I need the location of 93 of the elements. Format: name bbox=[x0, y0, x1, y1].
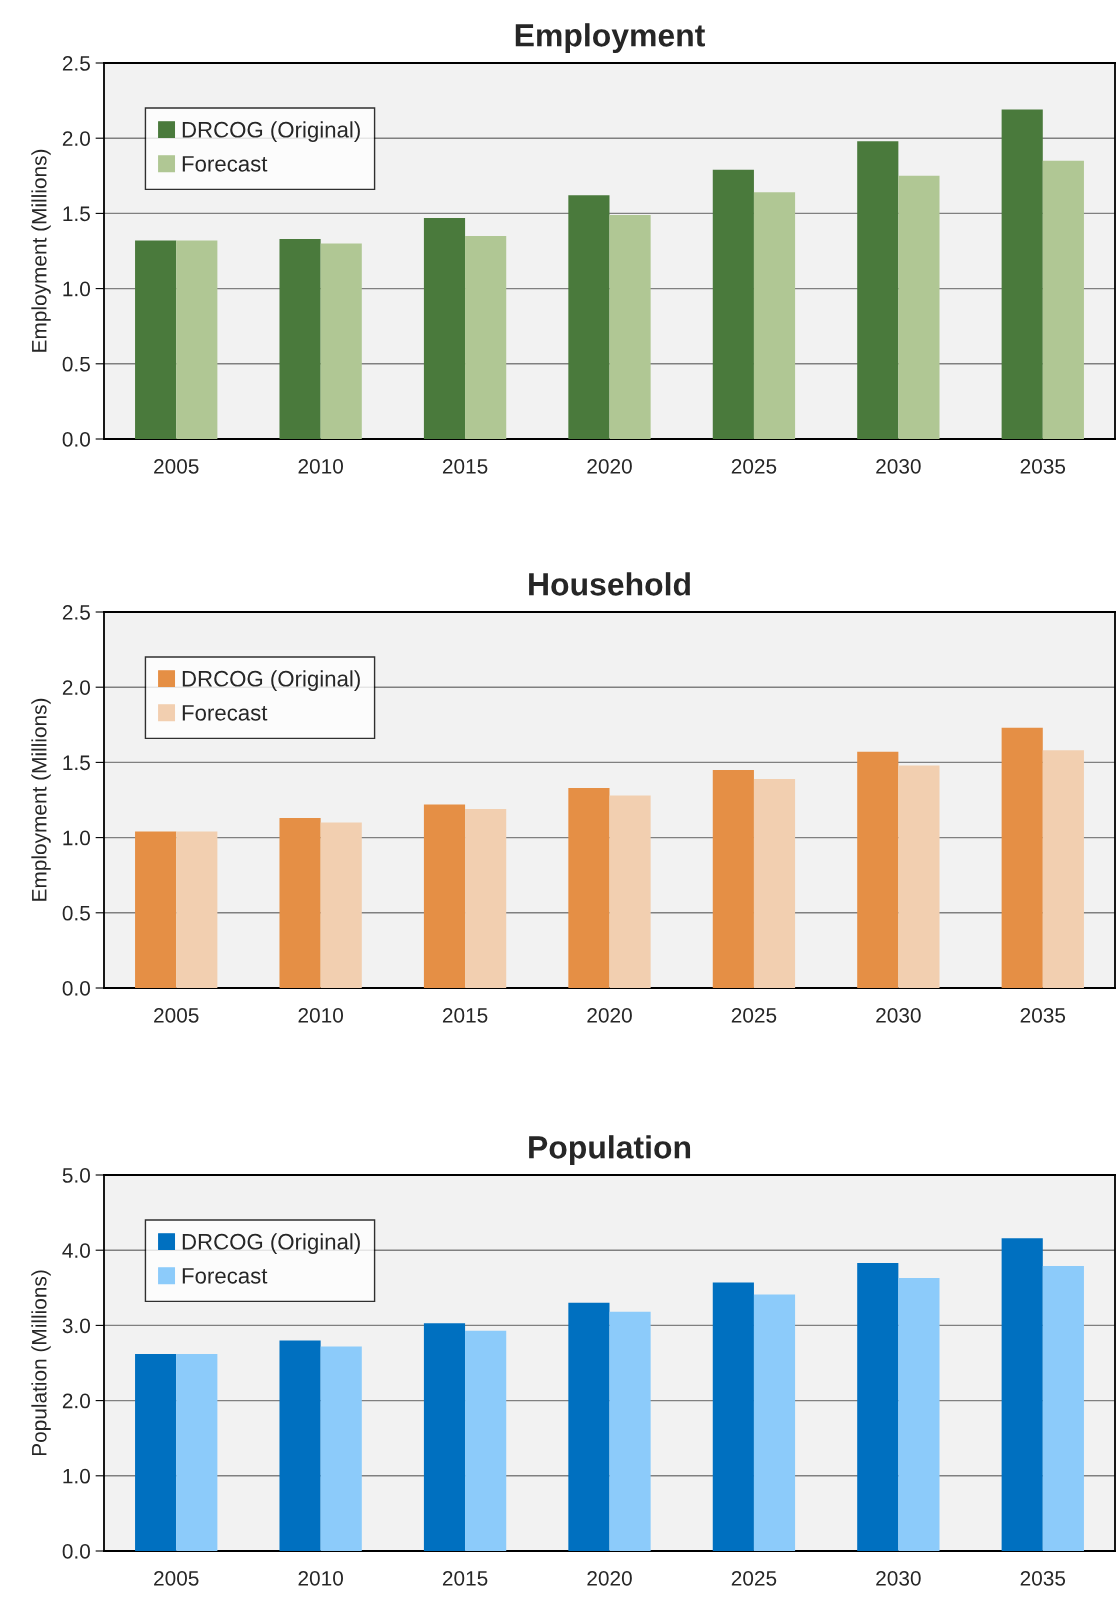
bar bbox=[176, 1353, 218, 1551]
bar bbox=[857, 141, 899, 439]
chart-title: Household bbox=[529, 572, 690, 596]
y-tick-label: 0.5 bbox=[62, 905, 90, 921]
x-tick-label: 2005 bbox=[154, 458, 199, 474]
x-tick-label: 2005 bbox=[154, 1007, 199, 1023]
bar bbox=[423, 1323, 466, 1551]
bar bbox=[1042, 1265, 1084, 1551]
bar bbox=[712, 169, 754, 439]
bar bbox=[1001, 727, 1043, 988]
y-tick-label: 1.5 bbox=[63, 755, 90, 771]
bar bbox=[609, 214, 651, 439]
bar bbox=[712, 1282, 754, 1551]
bar bbox=[135, 831, 177, 988]
chart-title: Population bbox=[529, 1135, 691, 1165]
x-tick-label: 2030 bbox=[876, 458, 921, 474]
bar bbox=[898, 175, 940, 439]
x-tick-label: 2015 bbox=[442, 1007, 488, 1023]
bar bbox=[320, 243, 362, 439]
bar bbox=[1001, 1238, 1043, 1551]
x-tick-label: 2025 bbox=[731, 1007, 777, 1023]
legend-label: Forecast bbox=[182, 1268, 268, 1284]
y-tick-label: 2.0 bbox=[62, 131, 90, 146]
bar bbox=[609, 1311, 651, 1551]
y-tick-label: 1.5 bbox=[63, 206, 90, 222]
bar bbox=[568, 787, 610, 988]
bar bbox=[712, 769, 754, 988]
x-tick-label: 2020 bbox=[587, 1007, 632, 1023]
bar bbox=[1042, 160, 1084, 439]
bar bbox=[176, 240, 218, 439]
bar bbox=[465, 235, 507, 439]
bar bbox=[857, 751, 899, 988]
x-tick-label: 2020 bbox=[587, 458, 632, 474]
bar bbox=[898, 765, 940, 988]
y-tick-label: 0.5 bbox=[62, 356, 90, 372]
x-tick-label: 2015 bbox=[442, 458, 488, 474]
y-tick-label: 5.0 bbox=[62, 1168, 90, 1183]
x-tick-label: 2025 bbox=[731, 458, 777, 474]
x-tick-label: 2015 bbox=[442, 1570, 488, 1586]
chart-title: Employment bbox=[515, 23, 705, 53]
x-tick-label: 2030 bbox=[876, 1007, 921, 1023]
y-tick-label: 2.5 bbox=[62, 605, 90, 620]
y-tick-label: 0.0 bbox=[62, 1544, 90, 1559]
y-axis-title: Employment (Millions) bbox=[31, 698, 51, 901]
bar bbox=[279, 1340, 321, 1551]
bar bbox=[135, 240, 177, 439]
x-tick-label: 2010 bbox=[298, 1570, 343, 1586]
x-tick-label: 2035 bbox=[1020, 1570, 1066, 1586]
bar bbox=[568, 195, 610, 439]
y-tick-label: 2.5 bbox=[62, 56, 90, 71]
bar bbox=[568, 1302, 610, 1551]
bar bbox=[320, 822, 362, 988]
x-tick-label: 2005 bbox=[154, 1570, 199, 1586]
bar bbox=[176, 831, 218, 988]
legend-label: DRCOG (Original) bbox=[182, 121, 360, 142]
bar bbox=[135, 1353, 177, 1551]
bar bbox=[320, 1346, 362, 1551]
legend-label: DRCOG (Original) bbox=[182, 1233, 360, 1254]
y-tick-label: 0.0 bbox=[62, 981, 90, 996]
bar bbox=[898, 1278, 940, 1551]
x-tick-label: 2020 bbox=[587, 1570, 632, 1586]
bar bbox=[1001, 109, 1043, 439]
y-tick-label: 1.0 bbox=[63, 830, 90, 846]
bar bbox=[279, 238, 321, 439]
bar bbox=[279, 818, 321, 988]
y-tick-label: 1.0 bbox=[63, 281, 90, 297]
bar bbox=[753, 778, 796, 988]
y-tick-label: 2.0 bbox=[62, 680, 90, 695]
x-tick-label: 2030 bbox=[876, 1570, 921, 1586]
x-tick-label: 2010 bbox=[298, 458, 343, 474]
bar bbox=[423, 804, 466, 988]
x-tick-label: 2025 bbox=[731, 1570, 777, 1586]
y-tick-label: 1.0 bbox=[63, 1468, 90, 1484]
x-tick-label: 2035 bbox=[1020, 458, 1066, 474]
y-axis-title: Employment (Millions) bbox=[31, 149, 51, 352]
y-tick-label: 4.0 bbox=[62, 1243, 90, 1258]
bar bbox=[857, 1262, 899, 1551]
bar bbox=[609, 795, 651, 988]
y-tick-label: 3.0 bbox=[62, 1318, 90, 1334]
bar bbox=[465, 809, 507, 988]
bar bbox=[753, 1294, 796, 1551]
bar bbox=[1042, 750, 1084, 988]
x-tick-label: 2035 bbox=[1020, 1007, 1066, 1023]
bar bbox=[753, 192, 796, 439]
bar bbox=[423, 217, 466, 439]
y-tick-label: 0.0 bbox=[62, 432, 90, 447]
legend-label: Forecast bbox=[182, 705, 268, 721]
legend-label: DRCOG (Original) bbox=[182, 670, 360, 691]
x-tick-label: 2010 bbox=[298, 1007, 343, 1023]
y-tick-label: 2.0 bbox=[62, 1393, 90, 1409]
y-axis-title: Population (Millions) bbox=[31, 1270, 51, 1456]
bar bbox=[465, 1330, 507, 1551]
legend-label: Forecast bbox=[182, 156, 268, 172]
